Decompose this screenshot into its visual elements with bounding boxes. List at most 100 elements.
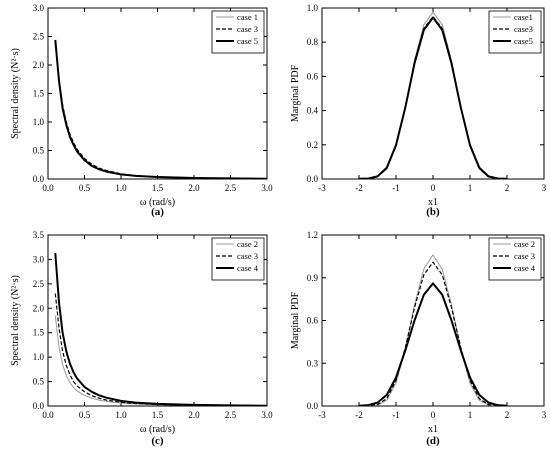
x-tick-label: -2 bbox=[355, 183, 363, 193]
x-tick-label: -3 bbox=[318, 410, 326, 420]
y-tick-label: 3.5 bbox=[33, 230, 45, 240]
x-tick-label: -3 bbox=[318, 183, 326, 193]
legend-box bbox=[211, 10, 265, 54]
y-tick-label: 1.2 bbox=[307, 230, 318, 240]
x-tick-label: 2 bbox=[505, 410, 510, 420]
legend-label: case 5 bbox=[237, 36, 258, 46]
x-tick-label: 0 bbox=[431, 410, 436, 420]
series-line-case-5 bbox=[54, 39, 267, 179]
y-tick-label: 2.5 bbox=[33, 32, 45, 42]
panel-caption: (b) bbox=[426, 206, 440, 218]
y-tick-label: 0.6 bbox=[307, 71, 319, 81]
x-tick-label: -1 bbox=[392, 410, 400, 420]
y-axis-label: Marginal PDF bbox=[290, 291, 301, 349]
y-tick-label: 1.0 bbox=[33, 117, 45, 127]
y-tick-label: 3.0 bbox=[33, 254, 45, 264]
x-tick-label: 2 bbox=[505, 183, 510, 193]
legend-label: case5 bbox=[514, 36, 533, 46]
series-line-case3 bbox=[358, 16, 508, 179]
series-line-case-2 bbox=[358, 254, 508, 406]
legend-label: case3 bbox=[514, 24, 533, 34]
legend: case 1 case 3 case 5 bbox=[211, 10, 265, 54]
x-tick-label: 1.0 bbox=[115, 410, 127, 420]
y-tick-label: 0.4 bbox=[307, 106, 319, 116]
legend-label: case 3 bbox=[514, 251, 535, 261]
x-tick-label: 0.0 bbox=[42, 410, 54, 420]
series-line-case1 bbox=[358, 11, 508, 179]
y-tick-label: 0.6 bbox=[307, 316, 319, 326]
x-tick-label: 1 bbox=[468, 410, 473, 420]
legend-label: case 1 bbox=[237, 12, 258, 22]
series-line-case5 bbox=[358, 16, 508, 179]
legend: case 2 case 3 case 4 bbox=[488, 237, 542, 281]
legend-label: case 2 bbox=[237, 239, 258, 249]
y-axis-label: Spectral density (N²·s) bbox=[10, 275, 21, 366]
y-tick-label: 1.5 bbox=[33, 328, 45, 338]
legend-label: case 4 bbox=[237, 263, 259, 273]
x-tick-label: 2.5 bbox=[225, 410, 237, 420]
y-tick-label: 1.5 bbox=[33, 89, 45, 99]
legend-label: case 3 bbox=[237, 251, 258, 261]
legend-label: case1 bbox=[514, 12, 533, 22]
y-tick-label: 2.0 bbox=[33, 60, 45, 70]
y-tick-label: 3.0 bbox=[33, 3, 45, 13]
x-tick-label: 0.5 bbox=[79, 410, 91, 420]
y-tick-label: 0.0 bbox=[307, 401, 319, 411]
x-tick-label: -1 bbox=[392, 183, 400, 193]
x-tick-label: 3.0 bbox=[261, 183, 273, 193]
series-line-case-3 bbox=[54, 43, 267, 179]
legend-label: case 3 bbox=[237, 24, 258, 34]
legend-box bbox=[488, 10, 542, 54]
y-tick-label: 1.0 bbox=[307, 3, 319, 13]
x-tick-label: 0 bbox=[431, 183, 436, 193]
panel-d: -3 -2 -1 0 1 2 3 0.0 0.3 0.6 0.9 1.2 x1 Marginal PDF (… bbox=[290, 230, 547, 447]
panel-c: 0.0 0.5 1.0 1.5 2.0 2.5 3.0 0.0 0.5 1.0 1.5 2.0 2.5 3… bbox=[10, 230, 273, 447]
legend-box bbox=[211, 237, 265, 281]
y-tick-label: 0.8 bbox=[307, 37, 319, 47]
panel-caption: (c) bbox=[151, 435, 164, 447]
panel-caption: (d) bbox=[426, 435, 440, 447]
x-axis-label: x1 bbox=[428, 197, 438, 208]
x-tick-label: 3.0 bbox=[261, 410, 273, 420]
y-tick-label: 0.5 bbox=[33, 377, 45, 387]
y-tick-label: 0.0 bbox=[33, 401, 45, 411]
series-line-case-4 bbox=[54, 253, 267, 406]
y-tick-label: 0.3 bbox=[307, 358, 319, 368]
y-tick-label: 0.2 bbox=[307, 140, 318, 150]
series-line-case-1 bbox=[54, 41, 267, 179]
y-tick-label: 0.9 bbox=[307, 273, 319, 283]
series-line-case-4 bbox=[358, 282, 508, 406]
x-tick-label: 2.0 bbox=[188, 410, 200, 420]
x-tick-label: 2.5 bbox=[225, 183, 237, 193]
y-tick-label: 2.5 bbox=[33, 279, 45, 289]
y-axis-label: Spectral density (N²·s) bbox=[10, 48, 21, 139]
x-tick-label: 0.5 bbox=[79, 183, 91, 193]
series-line-case-3 bbox=[358, 261, 508, 406]
x-tick-label: 0.0 bbox=[42, 183, 54, 193]
x-axis-label: x1 bbox=[428, 424, 438, 435]
x-axis-label: ω (rad/s) bbox=[140, 424, 175, 435]
x-tick-label: 1.5 bbox=[152, 183, 164, 193]
legend-label: case 4 bbox=[514, 263, 536, 273]
x-tick-label: 1 bbox=[468, 183, 473, 193]
y-tick-label: 2.0 bbox=[33, 303, 45, 313]
panel-b: -3 -2 -1 0 1 2 3 0.0 0.2 0.4 0.6 0.8 1.0 x1 Marginal P… bbox=[290, 3, 547, 218]
x-tick-label: 3 bbox=[542, 410, 547, 420]
legend-box bbox=[488, 237, 542, 281]
x-tick-label: 3 bbox=[542, 183, 547, 193]
y-axis-label: Marginal PDF bbox=[290, 64, 301, 122]
x-tick-label: -2 bbox=[355, 410, 363, 420]
panel-a: 0.0 0.5 1.0 1.5 2.0 2.5 3.0 0.0 0.5 1.0 1.5 2.0 2.5 3… bbox=[10, 3, 273, 218]
legend: case1 case3 case5 bbox=[488, 10, 542, 54]
x-tick-label: 1.0 bbox=[115, 183, 127, 193]
series-line-case-2 bbox=[54, 315, 267, 406]
x-axis-label: ω (rad/s) bbox=[140, 197, 175, 208]
panel-caption: (a) bbox=[151, 206, 164, 218]
legend: case 2 case 3 case 4 bbox=[211, 237, 265, 281]
y-tick-label: 0.5 bbox=[33, 146, 45, 156]
y-tick-label: 0.0 bbox=[33, 174, 45, 184]
x-tick-label: 2.0 bbox=[188, 183, 200, 193]
x-tick-label: 1.5 bbox=[152, 410, 164, 420]
y-tick-label: 1.0 bbox=[33, 352, 45, 362]
